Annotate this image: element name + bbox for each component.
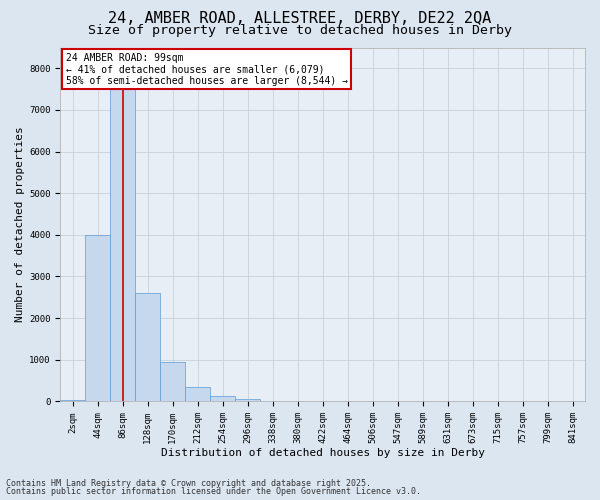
Text: Size of property relative to detached houses in Derby: Size of property relative to detached ho… <box>88 24 512 37</box>
Bar <box>185 387 210 402</box>
Text: 24 AMBER ROAD: 99sqm
← 41% of detached houses are smaller (6,079)
58% of semi-de: 24 AMBER ROAD: 99sqm ← 41% of detached h… <box>65 53 347 86</box>
Bar <box>110 87 136 402</box>
Text: 24, AMBER ROAD, ALLESTREE, DERBY, DE22 2QA: 24, AMBER ROAD, ALLESTREE, DERBY, DE22 2… <box>109 11 491 26</box>
Bar <box>61 400 85 402</box>
Bar <box>136 293 160 402</box>
Bar <box>85 235 110 402</box>
Bar <box>210 396 235 402</box>
Bar <box>160 362 185 402</box>
Text: Contains public sector information licensed under the Open Government Licence v3: Contains public sector information licen… <box>6 487 421 496</box>
Bar <box>235 400 260 402</box>
Text: Contains HM Land Registry data © Crown copyright and database right 2025.: Contains HM Land Registry data © Crown c… <box>6 478 371 488</box>
Y-axis label: Number of detached properties: Number of detached properties <box>15 126 25 322</box>
X-axis label: Distribution of detached houses by size in Derby: Distribution of detached houses by size … <box>161 448 485 458</box>
